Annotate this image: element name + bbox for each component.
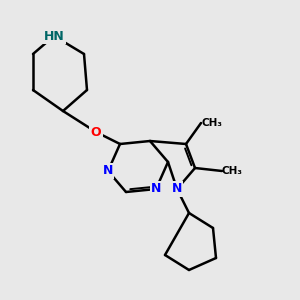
Text: CH₃: CH₃	[222, 166, 243, 176]
Text: CH₃: CH₃	[201, 118, 222, 128]
Text: N: N	[172, 182, 182, 196]
Text: N: N	[103, 164, 113, 178]
Text: HN: HN	[44, 29, 64, 43]
Text: O: O	[91, 125, 101, 139]
Text: N: N	[151, 182, 161, 196]
